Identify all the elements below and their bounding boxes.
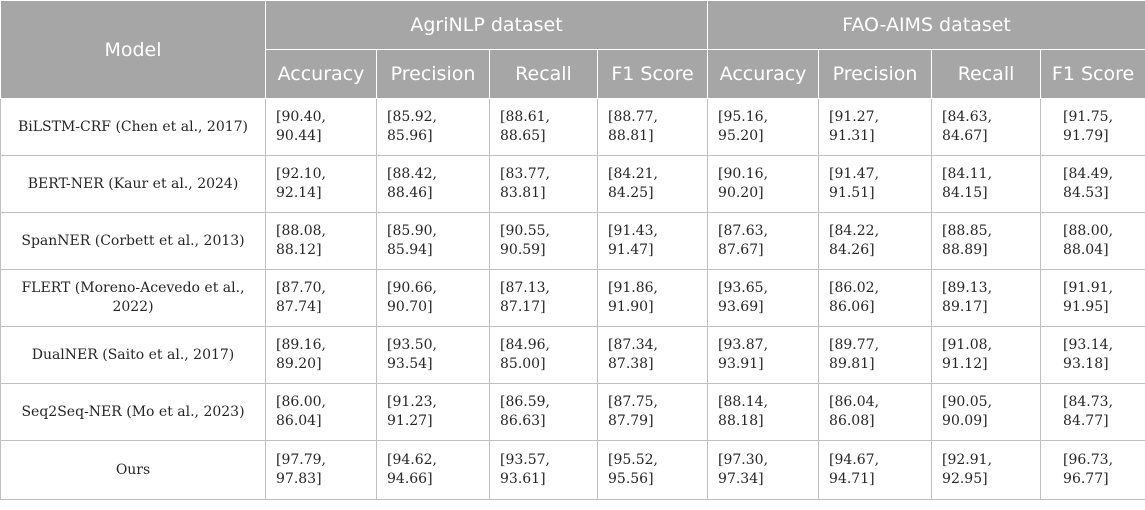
value-cell: [91.23, 91.27] xyxy=(376,383,490,441)
value-cell: [93.87, 93.91] xyxy=(707,326,820,384)
table-row: BERT-NER (Kaur et al., 2024) [92.10, 92.… xyxy=(0,155,1145,213)
value-cell: [90.16, 90.20] xyxy=(707,155,820,213)
header-metric-accuracy: Accuracy xyxy=(707,49,820,99)
header-row-groups: Model AgriNLP dataset FAO-AIMS dataset xyxy=(0,0,1145,99)
value-cell: [94.67, 94.71] xyxy=(818,440,933,500)
model-name-cell: BERT-NER (Kaur et al., 2024) xyxy=(0,155,266,213)
table-row: FLERT (Moreno-Acevedo et al., 2022) [87.… xyxy=(0,269,1145,327)
value-cell: [95.52, 95.56] xyxy=(596,440,709,500)
value-cell: [86.59, 86.63] xyxy=(489,383,598,441)
table-row: Ours [97.79, 97.83] [94.62, 94.66] [93.5… xyxy=(0,440,1145,500)
value-cell: [97.79, 97.83] xyxy=(265,440,377,500)
value-cell: [87.34, 87.38] xyxy=(596,326,709,384)
value-cell: [86.02, 86.06] xyxy=(818,269,933,327)
value-cell: [88.08, 88.12] xyxy=(265,212,377,270)
value-cell: [91.43, 91.47] xyxy=(596,212,709,270)
value-cell: [95.16, 95.20] xyxy=(707,98,820,156)
model-name-cell: FLERT (Moreno-Acevedo et al., 2022) xyxy=(0,269,266,327)
value-cell: [88.00, 88.04] xyxy=(1040,212,1145,270)
value-cell: [93.57, 93.61] xyxy=(489,440,598,500)
value-cell: [87.70, 87.74] xyxy=(265,269,377,327)
header-metric-recall: Recall xyxy=(489,49,598,99)
value-cell: [87.13, 87.17] xyxy=(489,269,598,327)
value-cell: [91.91, 91.95] xyxy=(1040,269,1145,327)
value-cell: [89.77, 89.81] xyxy=(818,326,933,384)
model-name-cell: DualNER (Saito et al., 2017) xyxy=(0,326,266,384)
value-cell: [87.75, 87.79] xyxy=(596,383,709,441)
value-cell: [89.13, 89.17] xyxy=(931,269,1042,327)
value-cell: [85.90, 85.94] xyxy=(376,212,490,270)
value-cell: [86.00, 86.04] xyxy=(265,383,377,441)
value-cell: [88.85, 88.89] xyxy=(931,212,1042,270)
value-cell: [92.10, 92.14] xyxy=(265,155,377,213)
table-row: BiLSTM-CRF (Chen et al., 2017) [90.40, 9… xyxy=(0,98,1145,156)
value-cell: [84.73, 84.77] xyxy=(1040,383,1145,441)
header-metric-f1: F1 Score xyxy=(1040,49,1145,99)
value-cell: [91.27, 91.31] xyxy=(818,98,933,156)
header-group-fao-aims: FAO-AIMS dataset xyxy=(707,0,1145,50)
value-cell: [96.73, 96.77] xyxy=(1040,440,1145,500)
model-name-cell: SpanNER (Corbett et al., 2013) xyxy=(0,212,266,270)
table-row: DualNER (Saito et al., 2017) [89.16, 89.… xyxy=(0,326,1145,384)
value-cell: [84.63, 84.67] xyxy=(931,98,1042,156)
value-cell: [84.11, 84.15] xyxy=(931,155,1042,213)
model-name-cell: Ours xyxy=(0,440,266,500)
value-cell: [90.55, 90.59] xyxy=(489,212,598,270)
header-metric-f1: F1 Score xyxy=(596,49,709,99)
value-cell: [92.91, 92.95] xyxy=(931,440,1042,500)
table-row: Seq2Seq-NER (Mo et al., 2023) [86.00, 86… xyxy=(0,383,1145,441)
table-row: SpanNER (Corbett et al., 2013) [88.08, 8… xyxy=(0,212,1145,270)
value-cell: [91.86, 91.90] xyxy=(596,269,709,327)
value-cell: [91.47, 91.51] xyxy=(818,155,933,213)
value-cell: [87.63, 87.67] xyxy=(707,212,820,270)
model-name-cell: Seq2Seq-NER (Mo et al., 2023) xyxy=(0,383,266,441)
value-cell: [91.75, 91.79] xyxy=(1040,98,1145,156)
header-metric-accuracy: Accuracy xyxy=(265,49,377,99)
value-cell: [90.05, 90.09] xyxy=(931,383,1042,441)
value-cell: [94.62, 94.66] xyxy=(376,440,490,500)
model-name-cell: BiLSTM-CRF (Chen et al., 2017) xyxy=(0,98,266,156)
value-cell: [86.04, 86.08] xyxy=(818,383,933,441)
header-metric-precision: Precision xyxy=(818,49,933,99)
value-cell: [84.22, 84.26] xyxy=(818,212,933,270)
value-cell: [93.65, 93.69] xyxy=(707,269,820,327)
value-cell: [88.61, 88.65] xyxy=(489,98,598,156)
header-model: Model xyxy=(0,0,266,99)
value-cell: [84.49, 84.53] xyxy=(1040,155,1145,213)
value-cell: [85.92, 85.96] xyxy=(376,98,490,156)
value-cell: [97.30, 97.34] xyxy=(707,440,820,500)
header-row-metrics: Accuracy Precision Recall F1 Score Accur… xyxy=(1,49,1145,99)
header-metric-precision: Precision xyxy=(376,49,490,99)
value-cell: [83.77, 83.81] xyxy=(489,155,598,213)
value-cell: [88.14, 88.18] xyxy=(707,383,820,441)
value-cell: [89.16, 89.20] xyxy=(265,326,377,384)
value-cell: [93.50, 93.54] xyxy=(376,326,490,384)
header-metric-recall: Recall xyxy=(931,49,1042,99)
value-cell: [90.40, 90.44] xyxy=(265,98,377,156)
value-cell: [90.66, 90.70] xyxy=(376,269,490,327)
value-cell: [84.21, 84.25] xyxy=(596,155,709,213)
value-cell: [93.14, 93.18] xyxy=(1040,326,1145,384)
header-group-agrinlp: AgriNLP dataset xyxy=(264,0,709,50)
value-cell: [84.96, 85.00] xyxy=(489,326,598,384)
value-cell: [91.08, 91.12] xyxy=(931,326,1042,384)
value-cell: [88.42, 88.46] xyxy=(376,155,490,213)
value-cell: [88.77, 88.81] xyxy=(596,98,709,156)
